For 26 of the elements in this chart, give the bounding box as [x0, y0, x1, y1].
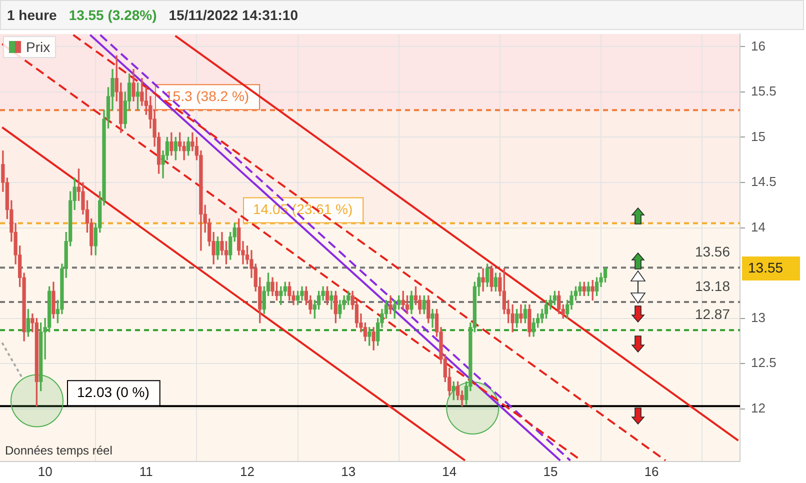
x-tick-label: 15	[543, 464, 558, 479]
x-tick-label: 12	[240, 464, 254, 479]
y-tick-label: 15.5	[751, 84, 776, 99]
y-tick-label: 16	[751, 38, 766, 54]
x-tick-label: 10	[38, 464, 52, 479]
x-tick-label: 11	[139, 464, 153, 479]
y-tick-label: 14	[751, 219, 766, 234]
text: 15/11/2022 14:31:10	[168, 7, 298, 23]
y-tick-label: 15	[751, 128, 766, 144]
x-tick-label: 16	[644, 464, 659, 479]
x-tick-label: 14	[442, 464, 457, 479]
ref-line-label: 15.3 (38.2 %)	[165, 88, 250, 104]
annotation: 12.87	[694, 306, 730, 322]
x-tick-label: 13	[341, 464, 356, 479]
y-tick-label: 12.5	[751, 355, 776, 370]
text: 13.55	[748, 259, 784, 276]
annotation: 13.18	[694, 278, 730, 294]
chart-subtitle: 13.55 (3.28%)	[68, 7, 157, 23]
y-tick-label: 13	[751, 310, 766, 325]
y-tick-label: 12	[751, 400, 766, 416]
chart-title: 1 heure	[7, 7, 57, 23]
annotation: Données temps réel	[5, 444, 112, 458]
annotation: 13.56	[694, 243, 730, 260]
y-tick-label: 14.5	[751, 174, 776, 190]
legend-label: Prix	[26, 39, 50, 55]
ref-line-label: 12.03 (0 %)	[77, 384, 150, 400]
